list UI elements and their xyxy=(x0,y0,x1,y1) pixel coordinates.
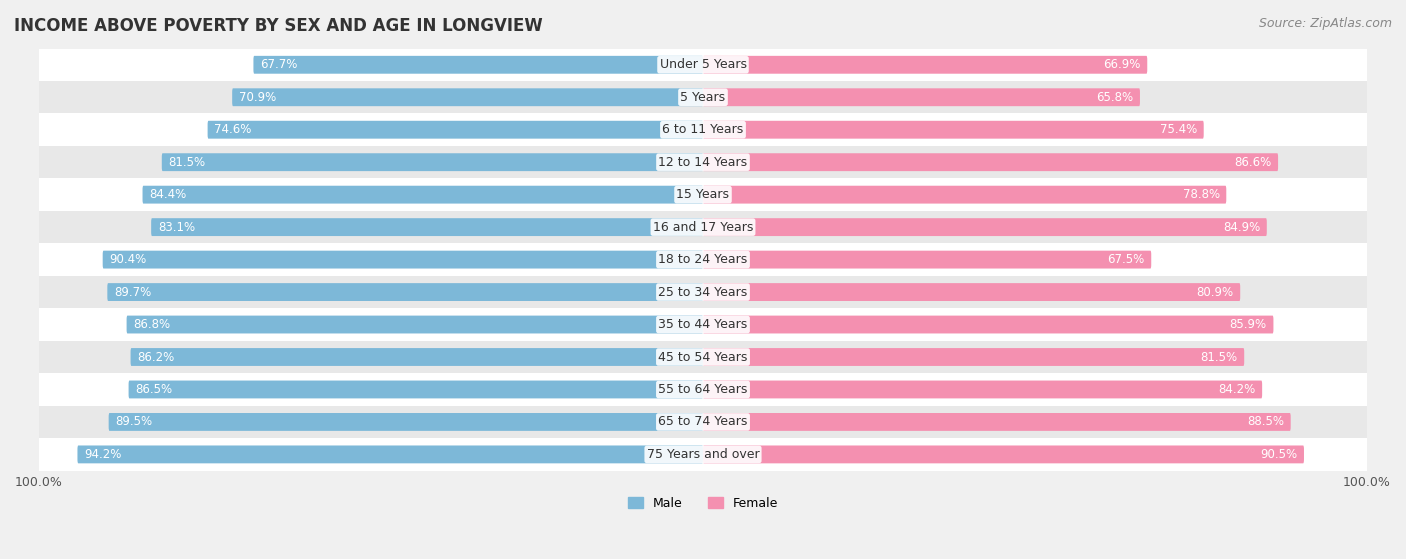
FancyBboxPatch shape xyxy=(232,88,703,106)
Text: 35 to 44 Years: 35 to 44 Years xyxy=(658,318,748,331)
Text: 84.4%: 84.4% xyxy=(149,188,187,201)
Bar xyxy=(39,373,1367,406)
Bar xyxy=(39,49,1367,81)
Legend: Male, Female: Male, Female xyxy=(623,492,783,515)
FancyBboxPatch shape xyxy=(107,283,703,301)
FancyBboxPatch shape xyxy=(703,56,1147,74)
Bar xyxy=(39,438,1367,471)
Text: 65 to 74 Years: 65 to 74 Years xyxy=(658,415,748,428)
Text: 6 to 11 Years: 6 to 11 Years xyxy=(662,123,744,136)
Text: 90.5%: 90.5% xyxy=(1260,448,1298,461)
FancyBboxPatch shape xyxy=(703,316,1274,334)
Bar xyxy=(39,406,1367,438)
FancyBboxPatch shape xyxy=(703,186,1226,203)
FancyBboxPatch shape xyxy=(703,250,1152,268)
Bar xyxy=(39,211,1367,243)
FancyBboxPatch shape xyxy=(208,121,703,139)
Bar xyxy=(39,243,1367,276)
FancyBboxPatch shape xyxy=(703,381,1263,399)
FancyBboxPatch shape xyxy=(703,446,1303,463)
Text: 70.9%: 70.9% xyxy=(239,91,276,104)
Text: 18 to 24 Years: 18 to 24 Years xyxy=(658,253,748,266)
FancyBboxPatch shape xyxy=(703,121,1204,139)
Text: 86.2%: 86.2% xyxy=(138,350,174,363)
Text: 89.5%: 89.5% xyxy=(115,415,152,428)
FancyBboxPatch shape xyxy=(127,316,703,334)
FancyBboxPatch shape xyxy=(703,348,1244,366)
Bar xyxy=(39,81,1367,113)
Bar xyxy=(39,341,1367,373)
Text: 74.6%: 74.6% xyxy=(214,123,252,136)
Text: 81.5%: 81.5% xyxy=(1201,350,1237,363)
FancyBboxPatch shape xyxy=(152,218,703,236)
FancyBboxPatch shape xyxy=(703,153,1278,171)
FancyBboxPatch shape xyxy=(703,283,1240,301)
Text: 66.9%: 66.9% xyxy=(1104,58,1140,72)
Text: 84.2%: 84.2% xyxy=(1218,383,1256,396)
Text: 78.8%: 78.8% xyxy=(1182,188,1219,201)
Text: 83.1%: 83.1% xyxy=(157,221,195,234)
Text: INCOME ABOVE POVERTY BY SEX AND AGE IN LONGVIEW: INCOME ABOVE POVERTY BY SEX AND AGE IN L… xyxy=(14,17,543,35)
FancyBboxPatch shape xyxy=(131,348,703,366)
Text: 86.6%: 86.6% xyxy=(1234,156,1271,169)
Text: Source: ZipAtlas.com: Source: ZipAtlas.com xyxy=(1258,17,1392,30)
Text: 65.8%: 65.8% xyxy=(1097,91,1133,104)
Bar xyxy=(39,113,1367,146)
Text: 75.4%: 75.4% xyxy=(1160,123,1197,136)
Text: 80.9%: 80.9% xyxy=(1197,286,1233,299)
Text: 86.8%: 86.8% xyxy=(134,318,170,331)
FancyBboxPatch shape xyxy=(703,413,1291,431)
Text: 90.4%: 90.4% xyxy=(110,253,146,266)
Text: 16 and 17 Years: 16 and 17 Years xyxy=(652,221,754,234)
Text: 89.7%: 89.7% xyxy=(114,286,152,299)
Text: 84.9%: 84.9% xyxy=(1223,221,1260,234)
FancyBboxPatch shape xyxy=(703,88,1140,106)
FancyBboxPatch shape xyxy=(108,413,703,431)
Text: 86.5%: 86.5% xyxy=(135,383,173,396)
Bar xyxy=(39,178,1367,211)
Text: 67.5%: 67.5% xyxy=(1108,253,1144,266)
Text: 85.9%: 85.9% xyxy=(1230,318,1267,331)
Bar xyxy=(39,309,1367,341)
Text: 94.2%: 94.2% xyxy=(84,448,121,461)
Text: 45 to 54 Years: 45 to 54 Years xyxy=(658,350,748,363)
Text: 75 Years and over: 75 Years and over xyxy=(647,448,759,461)
Text: 12 to 14 Years: 12 to 14 Years xyxy=(658,156,748,169)
Text: 5 Years: 5 Years xyxy=(681,91,725,104)
FancyBboxPatch shape xyxy=(703,218,1267,236)
FancyBboxPatch shape xyxy=(128,381,703,399)
FancyBboxPatch shape xyxy=(77,446,703,463)
FancyBboxPatch shape xyxy=(103,250,703,268)
Text: Under 5 Years: Under 5 Years xyxy=(659,58,747,72)
FancyBboxPatch shape xyxy=(162,153,703,171)
FancyBboxPatch shape xyxy=(142,186,703,203)
Text: 81.5%: 81.5% xyxy=(169,156,205,169)
Text: 15 Years: 15 Years xyxy=(676,188,730,201)
Text: 55 to 64 Years: 55 to 64 Years xyxy=(658,383,748,396)
Bar xyxy=(39,276,1367,309)
Text: 25 to 34 Years: 25 to 34 Years xyxy=(658,286,748,299)
Text: 88.5%: 88.5% xyxy=(1247,415,1284,428)
Text: 67.7%: 67.7% xyxy=(260,58,298,72)
FancyBboxPatch shape xyxy=(253,56,703,74)
Bar xyxy=(39,146,1367,178)
